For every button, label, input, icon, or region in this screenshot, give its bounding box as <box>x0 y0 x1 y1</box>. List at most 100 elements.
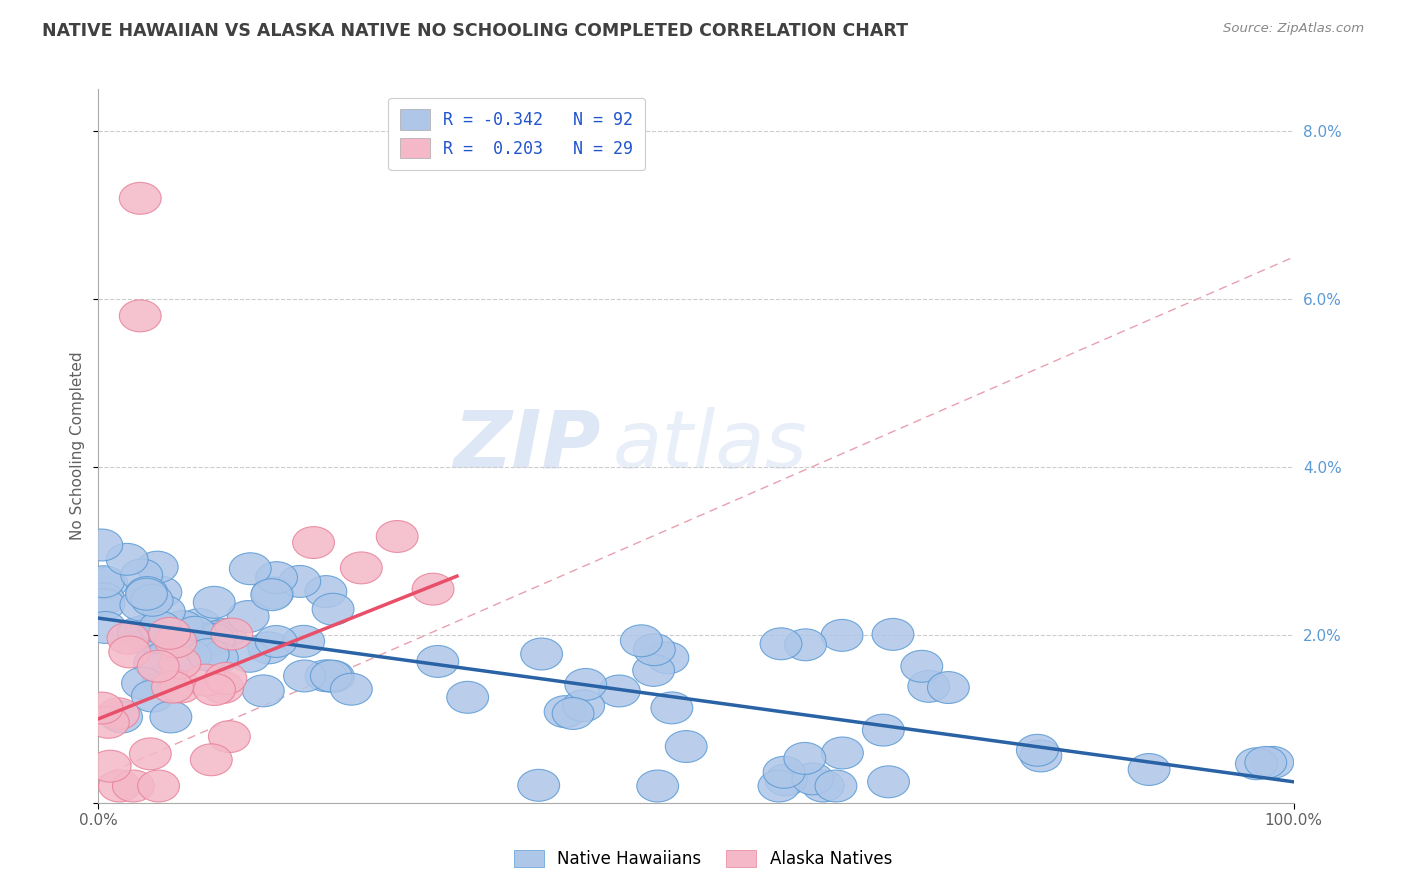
Ellipse shape <box>908 671 949 702</box>
Ellipse shape <box>312 593 354 625</box>
Ellipse shape <box>120 182 162 214</box>
Ellipse shape <box>160 671 202 703</box>
Ellipse shape <box>1251 747 1294 779</box>
Ellipse shape <box>170 640 211 672</box>
Ellipse shape <box>187 639 229 671</box>
Ellipse shape <box>278 566 321 598</box>
Ellipse shape <box>90 750 131 782</box>
Ellipse shape <box>250 579 292 611</box>
Ellipse shape <box>121 559 163 591</box>
Ellipse shape <box>305 575 347 607</box>
Ellipse shape <box>565 668 606 700</box>
Ellipse shape <box>186 665 226 696</box>
Legend: R = -0.342   N = 92, R =  0.203   N = 29: R = -0.342 N = 92, R = 0.203 N = 29 <box>388 97 645 169</box>
Ellipse shape <box>256 562 298 593</box>
Ellipse shape <box>252 577 294 609</box>
Ellipse shape <box>120 300 162 332</box>
Ellipse shape <box>821 737 863 769</box>
Ellipse shape <box>862 714 904 746</box>
Ellipse shape <box>120 589 162 621</box>
Ellipse shape <box>412 574 454 605</box>
Ellipse shape <box>340 552 382 584</box>
Ellipse shape <box>872 618 914 650</box>
Ellipse shape <box>928 672 969 704</box>
Ellipse shape <box>82 692 122 724</box>
Ellipse shape <box>1019 740 1062 772</box>
Ellipse shape <box>1128 754 1170 786</box>
Ellipse shape <box>211 618 253 650</box>
Ellipse shape <box>544 696 586 728</box>
Ellipse shape <box>665 731 707 763</box>
Ellipse shape <box>599 675 640 707</box>
Ellipse shape <box>108 636 150 668</box>
Ellipse shape <box>174 616 217 648</box>
Ellipse shape <box>179 608 221 640</box>
Ellipse shape <box>758 770 800 802</box>
Ellipse shape <box>124 615 166 647</box>
Ellipse shape <box>312 660 354 692</box>
Ellipse shape <box>1236 747 1277 780</box>
Ellipse shape <box>150 701 191 733</box>
Ellipse shape <box>416 646 458 677</box>
Ellipse shape <box>761 628 801 660</box>
Ellipse shape <box>197 642 238 674</box>
Ellipse shape <box>83 589 125 621</box>
Ellipse shape <box>377 521 418 552</box>
Ellipse shape <box>1244 747 1286 779</box>
Ellipse shape <box>633 655 675 686</box>
Ellipse shape <box>229 640 270 673</box>
Ellipse shape <box>131 584 173 616</box>
Ellipse shape <box>637 770 679 802</box>
Ellipse shape <box>763 756 806 789</box>
Ellipse shape <box>101 701 142 733</box>
Ellipse shape <box>141 576 181 608</box>
Ellipse shape <box>553 698 593 730</box>
Ellipse shape <box>785 629 827 661</box>
Ellipse shape <box>152 671 194 703</box>
Ellipse shape <box>107 543 148 575</box>
Ellipse shape <box>228 600 269 632</box>
Ellipse shape <box>821 619 863 651</box>
Ellipse shape <box>97 698 139 730</box>
Ellipse shape <box>202 672 243 704</box>
Ellipse shape <box>136 551 179 583</box>
Ellipse shape <box>83 582 124 615</box>
Ellipse shape <box>134 647 176 679</box>
Ellipse shape <box>132 680 173 712</box>
Ellipse shape <box>647 642 689 673</box>
Ellipse shape <box>107 623 149 654</box>
Ellipse shape <box>562 690 605 722</box>
Ellipse shape <box>125 578 167 610</box>
Ellipse shape <box>190 744 232 776</box>
Ellipse shape <box>138 650 179 682</box>
Ellipse shape <box>765 764 807 796</box>
Ellipse shape <box>284 660 325 692</box>
Ellipse shape <box>283 625 325 657</box>
Ellipse shape <box>86 567 128 599</box>
Ellipse shape <box>195 621 238 653</box>
Text: NATIVE HAWAIIAN VS ALASKA NATIVE NO SCHOOLING COMPLETED CORRELATION CHART: NATIVE HAWAIIAN VS ALASKA NATIVE NO SCHO… <box>42 22 908 40</box>
Ellipse shape <box>651 692 693 723</box>
Ellipse shape <box>517 770 560 801</box>
Text: Source: ZipAtlas.com: Source: ZipAtlas.com <box>1223 22 1364 36</box>
Ellipse shape <box>193 586 235 618</box>
Ellipse shape <box>112 770 155 802</box>
Ellipse shape <box>204 618 246 650</box>
Ellipse shape <box>134 622 176 653</box>
Ellipse shape <box>82 529 122 561</box>
Ellipse shape <box>127 576 167 608</box>
Ellipse shape <box>83 566 124 598</box>
Y-axis label: No Schooling Completed: No Schooling Completed <box>70 351 86 541</box>
Text: atlas: atlas <box>613 407 807 485</box>
Ellipse shape <box>634 633 675 665</box>
Ellipse shape <box>155 626 197 657</box>
Ellipse shape <box>520 638 562 670</box>
Ellipse shape <box>815 770 856 802</box>
Ellipse shape <box>311 660 353 692</box>
Ellipse shape <box>792 763 834 795</box>
Ellipse shape <box>143 596 186 627</box>
Ellipse shape <box>292 526 335 558</box>
Ellipse shape <box>208 721 250 753</box>
Ellipse shape <box>162 611 204 642</box>
Ellipse shape <box>620 624 662 657</box>
